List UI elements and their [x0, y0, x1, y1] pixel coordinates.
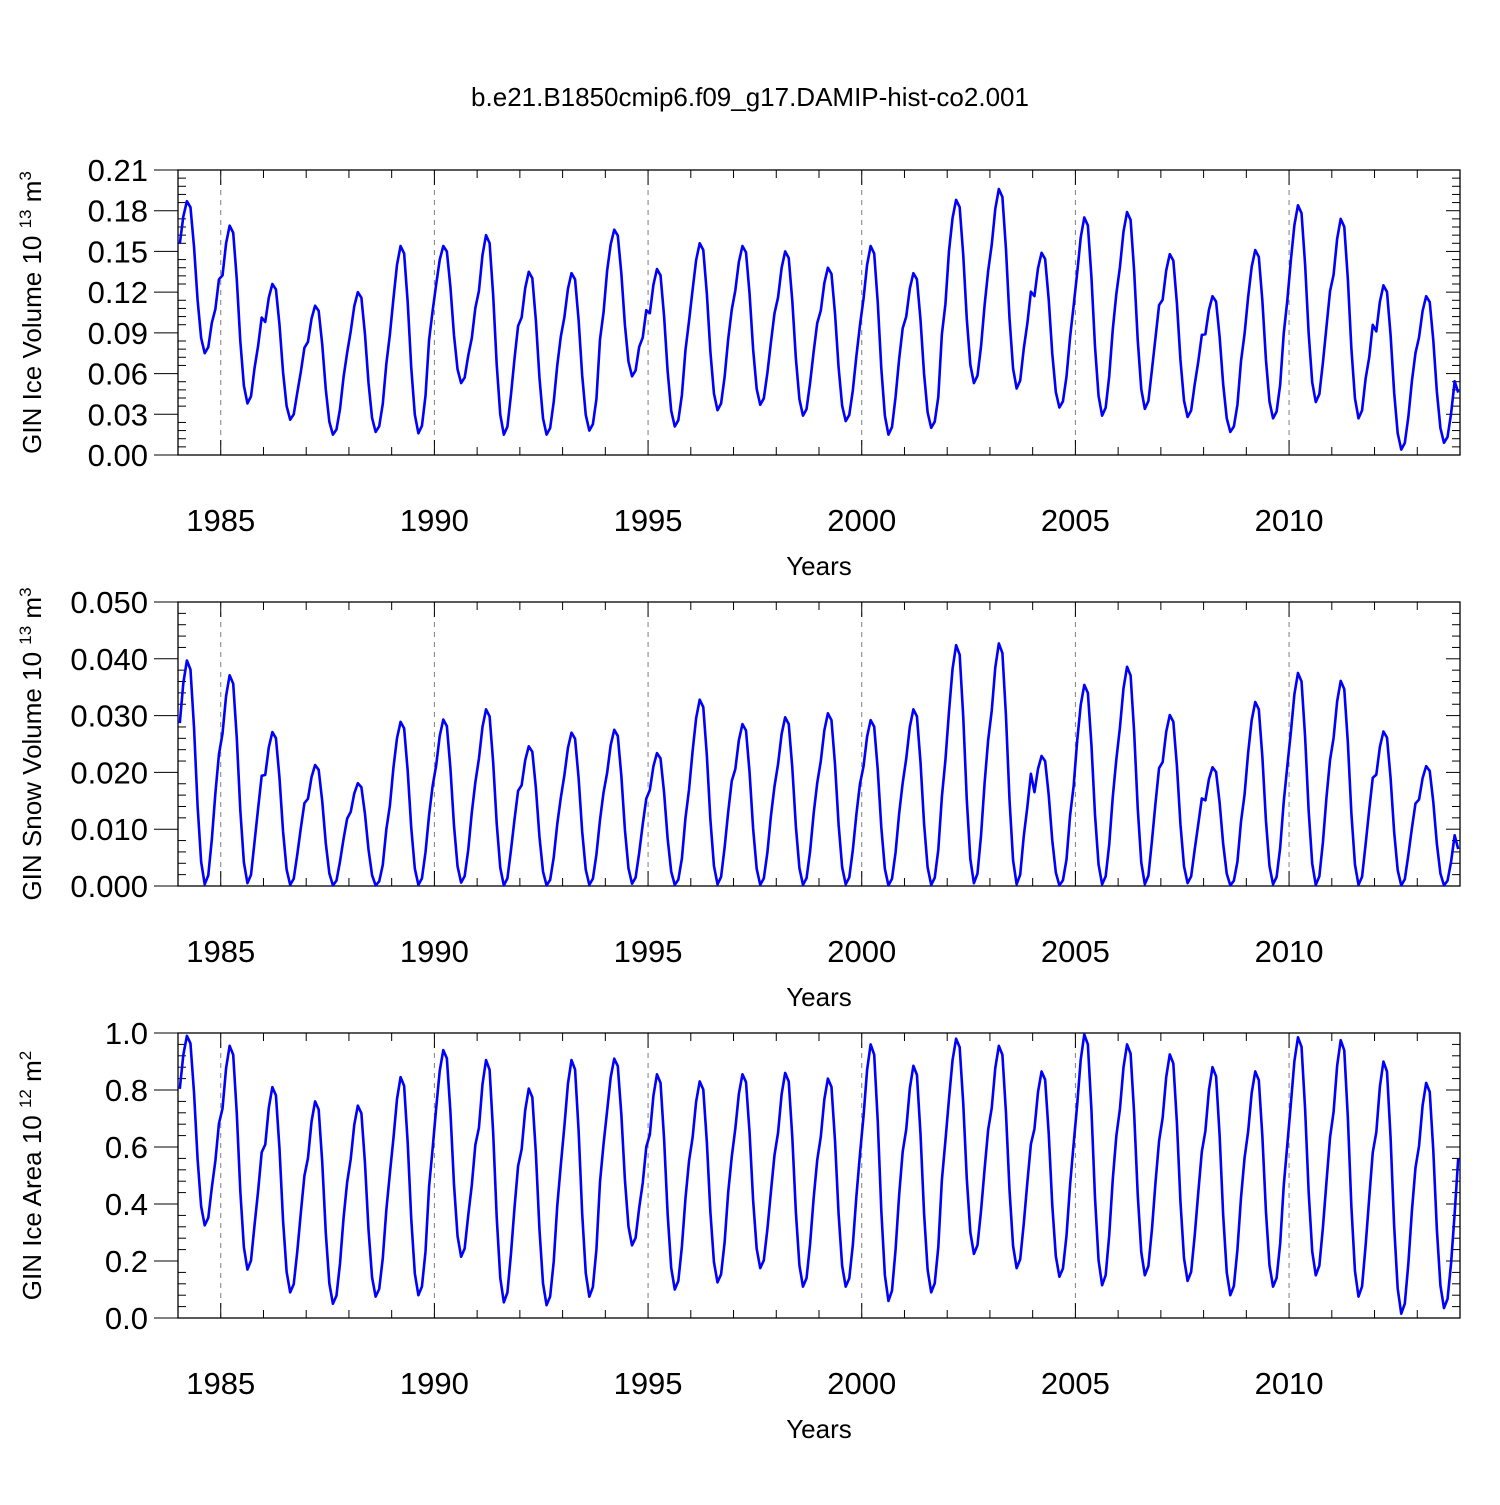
x-axis-label: Years: [786, 1414, 852, 1444]
y-tick-label: 0.03: [88, 397, 148, 432]
x-tick-label: 2005: [1041, 503, 1110, 538]
y-axis-label: GIN Snow Volume 10 13 m3: [16, 587, 47, 900]
x-tick-label: 2000: [827, 934, 896, 969]
series-line-1: [178, 187, 1460, 451]
y-tick-label: 0.000: [70, 869, 148, 904]
x-tick-label: 1995: [614, 934, 683, 969]
x-tick-label: 1990: [400, 934, 469, 969]
figure-title: b.e21.B1850cmip6.f09_g17.DAMIP-hist-co2.…: [471, 82, 1029, 112]
x-tick-label: 2010: [1255, 1366, 1324, 1401]
x-axis-label: Years: [786, 982, 852, 1012]
y-tick-label: 0.0: [105, 1301, 148, 1336]
x-axis-label: Years: [786, 551, 852, 581]
y-tick-label: 0.06: [88, 357, 148, 392]
x-tick-label: 1990: [400, 503, 469, 538]
x-tick-label: 2010: [1255, 934, 1324, 969]
y-tick-label: 1.0: [105, 1016, 148, 1051]
x-tick-label: 1985: [186, 1366, 255, 1401]
series-line-1: [178, 1033, 1460, 1316]
y-tick-label: 0.020: [70, 755, 148, 790]
y-axis-label: GIN Ice Area 10 12 m2: [16, 1051, 47, 1301]
x-tick-label: 2005: [1041, 934, 1110, 969]
series-line-1: [178, 642, 1460, 887]
x-tick-label: 2010: [1255, 503, 1324, 538]
y-axis-label: GIN Ice Volume 10 13 m3: [16, 171, 47, 454]
x-tick-label: 2000: [827, 503, 896, 538]
y-tick-label: 0.8: [105, 1073, 148, 1108]
y-tick-label: 0.030: [70, 699, 148, 734]
chart-panel-3: 0.0 0.2 0.4 0.6 0.8 1.0 1985 1990 1995 2000 2005 20…: [16, 1016, 1461, 1444]
x-tick-label: 1985: [186, 934, 255, 969]
y-tick-label: 0.12: [88, 275, 148, 310]
y-tick-label: 0.4: [105, 1187, 148, 1222]
y-tick-label: 0.010: [70, 812, 148, 847]
x-tick-label: 1990: [400, 1366, 469, 1401]
chart-panel-2: 0.000 0.010 0.020 0.030 0.040 0.050 1985 1990 19…: [16, 585, 1461, 1012]
y-tick-label: 0.21: [88, 153, 148, 188]
x-tick-label: 1995: [614, 1366, 683, 1401]
chart-panel-1: 0.00 0.03 0.06 0.09 0.12 0.15 0.18 0.21 1985 1990…: [16, 153, 1461, 581]
y-tick-label: 0.2: [105, 1244, 148, 1279]
y-tick-label: 0.09: [88, 316, 148, 351]
x-tick-label: 1995: [614, 503, 683, 538]
y-tick-label: 0.050: [70, 585, 148, 620]
y-tick-label: 0.040: [70, 642, 148, 677]
x-tick-label: 2000: [827, 1366, 896, 1401]
plot-frame: [177, 1032, 1461, 1319]
y-tick-label: 0.00: [88, 438, 148, 473]
y-tick-label: 0.6: [105, 1130, 148, 1165]
y-tick-label: 0.15: [88, 234, 148, 269]
x-tick-label: 1985: [186, 503, 255, 538]
x-tick-label: 2005: [1041, 1366, 1110, 1401]
y-tick-label: 0.18: [88, 194, 148, 229]
